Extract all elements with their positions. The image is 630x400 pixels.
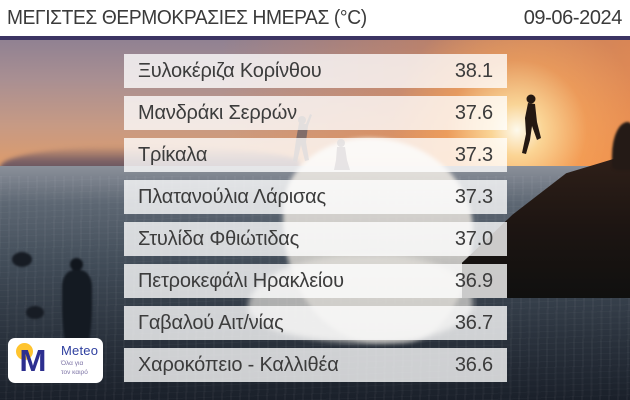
temperature-value: 37.3 (454, 185, 493, 208)
station-name: Ξυλοκέριζα Κορίνθου (138, 59, 322, 82)
table-row: Ξυλοκέριζα Κορίνθου 38.1 (124, 54, 507, 88)
temperature-value: 37.3 (454, 143, 493, 166)
table-row: Στυλίδα Φθιώτιδας 37.0 (124, 222, 507, 256)
table-row: Πλατανούλια Λάρισας 37.3 (124, 180, 507, 214)
station-name: Χαροκόπειο - Καλλιθέα (138, 353, 339, 376)
child-silhouette (522, 94, 541, 154)
temperature-value: 38.1 (454, 59, 493, 82)
header-bar: ΜΕΓΙΣΤΕΣ ΘΕΡΜΟΚΡΑΣΙΕΣ ΗΜΕΡΑΣ (°C) 09-06-… (0, 0, 630, 36)
station-name: Πετροκεφάλι Ηρακλείου (138, 269, 344, 292)
station-name: Στυλίδα Φθιώτιδας (138, 227, 300, 250)
table-row: Μανδράκι Σερρών 37.6 (124, 96, 507, 130)
logo-m-icon: M (19, 343, 47, 378)
swimmer-head (12, 252, 32, 267)
station-name: Πλατανούλια Λάρισας (138, 185, 326, 208)
header-divider (0, 36, 630, 40)
temperature-value: 36.7 (454, 311, 493, 334)
station-name: Τρίκαλα (138, 143, 208, 166)
station-name: Γαβαλού Αιτ/νίας (138, 311, 284, 334)
station-name: Μανδράκι Σερρών (138, 101, 297, 124)
temperature-value: 37.0 (454, 227, 493, 250)
date-label: 09-06-2024 (523, 6, 623, 29)
logo-tagline: Όλα για τον καιρό (61, 360, 98, 376)
temperature-table: Ξυλοκέριζα Κορίνθου 38.1 Μανδράκι Σερρών… (124, 54, 507, 390)
table-row: Πετροκεφάλι Ηρακλείου 36.9 (124, 264, 507, 298)
temperature-value: 36.6 (454, 353, 493, 376)
logo-tagline-line2: τον καιρό (61, 368, 88, 376)
logo-text: Meteo Όλα για τον καιρό (61, 344, 98, 376)
meteo-logo: M Meteo Όλα για τον καιρό (8, 338, 103, 383)
logo-sun-dot-icon (16, 343, 33, 360)
far-right-rock (612, 122, 630, 170)
logo-tagline-line1: Όλα για (61, 360, 84, 368)
swimmer-head (70, 258, 83, 271)
swimmer-head (26, 306, 44, 319)
temperature-value: 36.9 (454, 269, 493, 292)
temperature-value: 37.6 (454, 101, 493, 124)
logo-mark: M (16, 342, 56, 379)
table-row: Χαροκόπειο - Καλλιθέα 36.6 (124, 348, 507, 382)
logo-brand: Meteo (61, 343, 99, 359)
table-row: Γαβαλού Αιτ/νίας 36.7 (124, 306, 507, 340)
table-row: Τρίκαλα 37.3 (124, 138, 507, 172)
page-title: ΜΕΓΙΣΤΕΣ ΘΕΡΜΟΚΡΑΣΙΕΣ ΗΜΕΡΑΣ (°C) (7, 6, 367, 29)
